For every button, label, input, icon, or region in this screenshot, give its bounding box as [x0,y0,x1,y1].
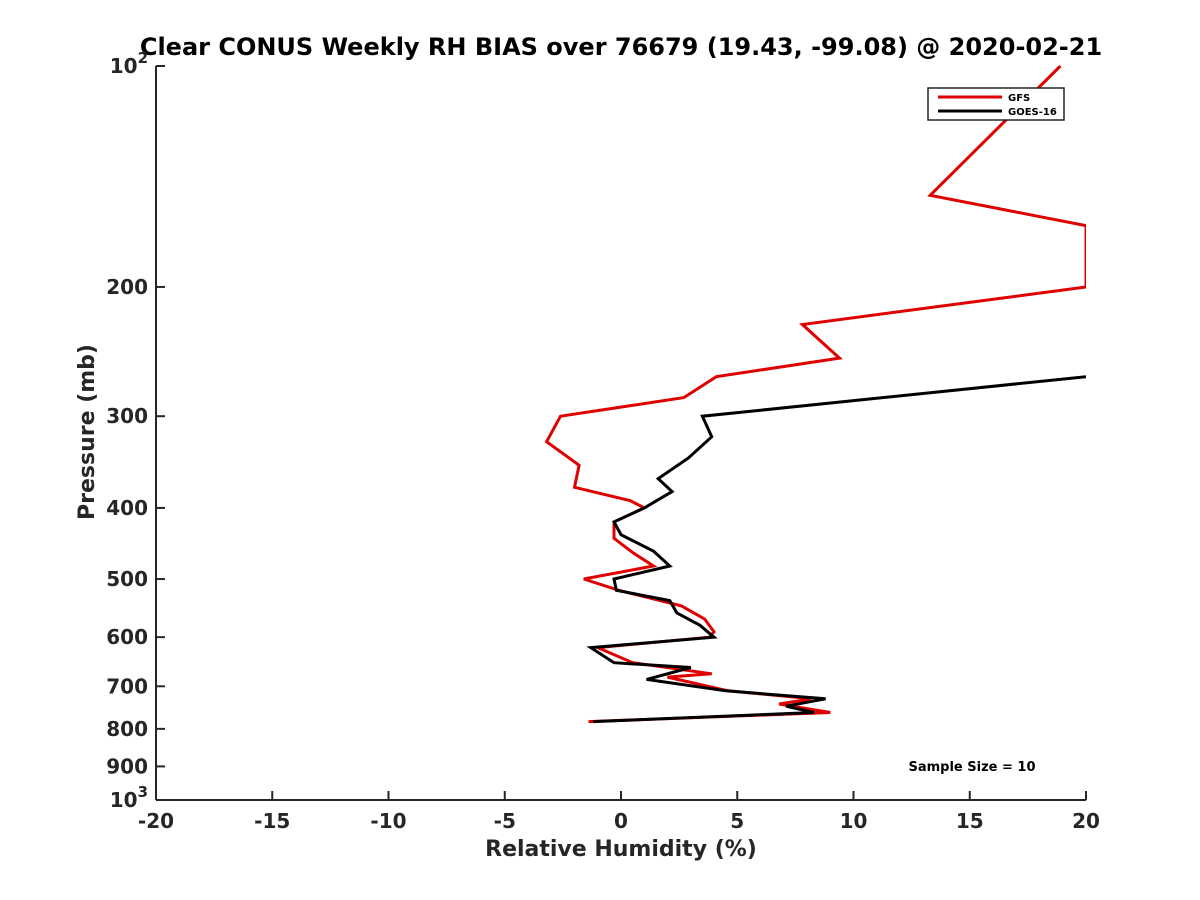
x-tick-label: 20 [1072,809,1100,833]
x-axis-label: Relative Humidity (%) [485,837,757,862]
x-tick-label: -10 [370,809,406,833]
y-tick-label: 102 [110,49,148,78]
y-tick-label: 900 [106,754,148,778]
axes [155,66,1086,801]
x-tick-label: 5 [730,809,744,833]
x-tick-label: -20 [138,809,174,833]
chart-title: Clear CONUS Weekly RH BIAS over 76679 (1… [140,33,1102,61]
x-tick-label: 0 [614,809,628,833]
x-ticks: -20 -15 -10 -5 0 5 10 15 20 [138,791,1100,833]
sample-size-annotation: Sample Size = 10 [908,760,1035,775]
y-tick-label: 600 [106,625,148,649]
y-tick-label: 200 [106,275,148,299]
y-tick-label: 300 [106,404,148,428]
x-tick-label: 15 [956,809,984,833]
legend-label: GOES-16 [1008,107,1057,118]
y-tick-label: 103 [110,783,148,812]
y-tick-label: 500 [106,567,148,591]
series-line-goes-16 [586,375,1086,724]
y-tick-label: 400 [106,496,148,520]
legend: GFS GOES-16 [927,87,1065,121]
x-tick-label: 10 [840,809,868,833]
legend-box [927,87,1065,121]
y-axis-label: Pressure (mb) [75,344,100,520]
series-line-gfs [544,64,1086,724]
x-tick-label: -5 [494,809,516,833]
y-ticks: 102 200 300 400 500 600 700 800 900 103 [106,49,165,812]
legend-label: GFS [1008,93,1030,104]
y-tick-label: 800 [106,717,148,741]
plot-lines [544,64,1086,724]
y-tick-label: 700 [106,674,148,698]
x-tick-label: -15 [254,809,290,833]
